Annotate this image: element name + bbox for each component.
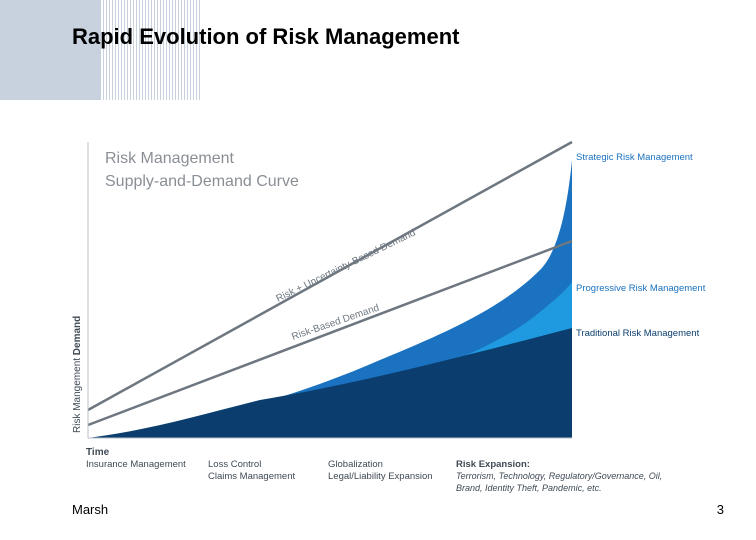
decorative-stripes [100, 0, 200, 100]
time-group-1-line1: Insurance Management [86, 459, 186, 470]
label-progressive: Progressive Risk Management [576, 283, 706, 294]
time-group-4-line1: Risk Expansion: [456, 459, 530, 470]
label-traditional: Traditional Risk Management [576, 328, 700, 339]
time-group-2-line1: Loss Control [208, 459, 261, 470]
slide-title: Rapid Evolution of Risk Management [72, 24, 460, 49]
footer-brand: Marsh [72, 502, 109, 517]
line-risk-label: Risk-Based Demand [290, 303, 380, 343]
time-group-3-line1: Globalization [328, 459, 383, 470]
y-axis-label: Risk Mangement Demand [72, 316, 83, 433]
label-strategic: Strategic Risk Management [576, 152, 693, 163]
diagram-title-line1: Risk Management [105, 150, 235, 167]
time-group-3-line2: Legal/Liability Expansion [328, 471, 433, 482]
area-traditional [88, 328, 572, 438]
line-uncertainty-demand [87, 140, 573, 412]
page-number: 3 [716, 502, 724, 517]
line-risk-demand [87, 239, 573, 427]
time-group-2-line2: Claims Management [208, 471, 295, 482]
decorative-block [0, 0, 100, 100]
line-uncertainty-label: Risk + Uncertainty-Based Demand [274, 227, 417, 304]
time-group-4-line2: Terrorism, Technology, Regulatory/Govern… [456, 471, 662, 481]
diagram-title-line2: Supply-and-Demand Curve [105, 173, 299, 190]
time-group-4-line3: Brand, Identity Theft, Pandemic, etc. [456, 483, 602, 493]
x-axis-label: Time [86, 447, 110, 458]
